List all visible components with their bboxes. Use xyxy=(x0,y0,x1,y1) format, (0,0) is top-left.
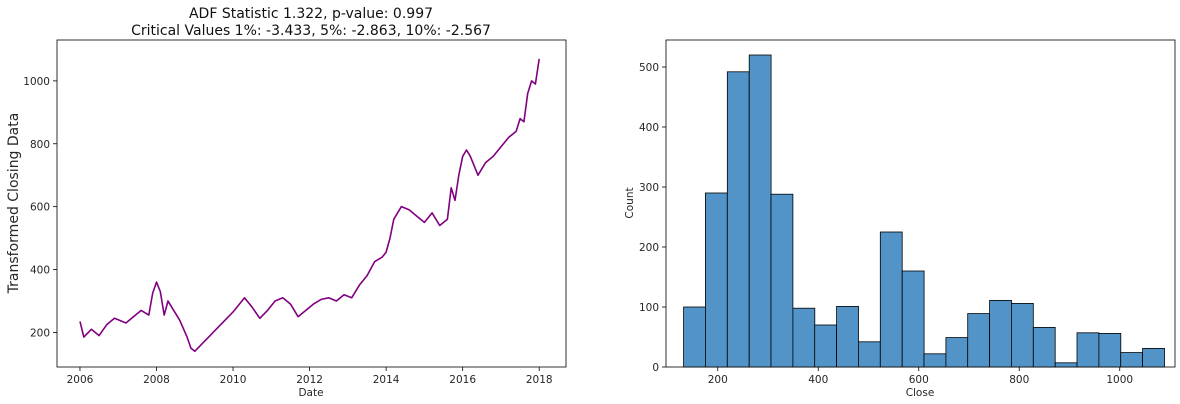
histogram-bar xyxy=(792,307,816,368)
y-tick-label: 600 xyxy=(30,202,50,214)
hist-x-axis: 200 400 600 800 1000 xyxy=(708,367,1133,386)
histogram-bar xyxy=(1076,332,1100,368)
x-tick-label: 2016 xyxy=(449,374,476,386)
histogram-bar xyxy=(1011,302,1034,368)
x-tick-label: 2010 xyxy=(220,374,247,386)
histogram-bar xyxy=(858,341,881,368)
line-chart: ADF Statistic 1.322, p-value: 0.997 Crit… xyxy=(6,6,567,399)
series-line xyxy=(79,58,540,353)
histogram-bar xyxy=(814,324,838,368)
hist-x-label: Close xyxy=(906,387,935,399)
line-y-axis: 200 400 600 800 1000 xyxy=(23,76,57,339)
chart-subtitle: Critical Values 1%: -3.433, 5%: -2.863, … xyxy=(131,23,491,39)
histogram-bar xyxy=(879,231,903,368)
x-tick-label: 2018 xyxy=(526,374,553,386)
y-tick-label: 200 xyxy=(639,242,659,254)
x-tick-label: 400 xyxy=(808,374,828,386)
hist-y-label: Count xyxy=(624,187,636,218)
y-tick-label: 200 xyxy=(30,327,50,339)
histogram-bar xyxy=(683,306,706,368)
histogram-bar xyxy=(989,299,1012,368)
histogram-bar xyxy=(726,71,750,368)
x-tick-label: 1000 xyxy=(1106,374,1133,386)
y-tick-label: 100 xyxy=(639,302,659,314)
x-tick-label: 200 xyxy=(708,374,728,386)
histogram-bar xyxy=(1142,347,1165,368)
hist-plot-area xyxy=(683,54,1165,368)
histogram-bar xyxy=(1120,352,1143,368)
line-plot-frame xyxy=(56,39,567,368)
histogram-bar xyxy=(945,337,969,368)
x-tick-label: 2006 xyxy=(67,374,94,386)
y-tick-label: 400 xyxy=(30,265,50,277)
histogram-bar xyxy=(923,353,947,368)
histogram-bar xyxy=(967,313,991,368)
x-tick-label: 800 xyxy=(1009,374,1029,386)
histogram-bar xyxy=(901,270,925,368)
y-tick-label: 400 xyxy=(639,122,659,134)
chart-title: ADF Statistic 1.322, p-value: 0.997 xyxy=(189,6,433,22)
histogram-bar xyxy=(1098,332,1122,368)
histogram-bar xyxy=(836,305,859,368)
y-tick-label: 1000 xyxy=(23,76,50,88)
hist-y-axis: 0 100 200 300 400 500 xyxy=(639,62,666,374)
histogram-bar xyxy=(1054,362,1078,368)
y-tick-label: 800 xyxy=(30,139,50,151)
x-tick-label: 2014 xyxy=(373,374,400,386)
histogram-bar xyxy=(705,192,728,368)
y-tick-label: 500 xyxy=(639,62,659,74)
y-tick-label: 300 xyxy=(639,182,659,194)
x-tick-label: 2012 xyxy=(296,374,323,386)
histogram-bar xyxy=(770,193,794,368)
line-x-label: Date xyxy=(298,387,323,399)
line-y-label: Transformed Closing Data xyxy=(6,113,22,295)
line-x-axis: 2006 2008 2010 2012 2014 2016 2018 xyxy=(67,367,553,386)
line-plot-area xyxy=(79,58,540,353)
y-tick-label: 0 xyxy=(652,362,659,374)
histogram-bar xyxy=(748,54,772,368)
histogram-bar xyxy=(1032,326,1056,368)
x-tick-label: 2008 xyxy=(143,374,170,386)
x-tick-label: 600 xyxy=(909,374,929,386)
